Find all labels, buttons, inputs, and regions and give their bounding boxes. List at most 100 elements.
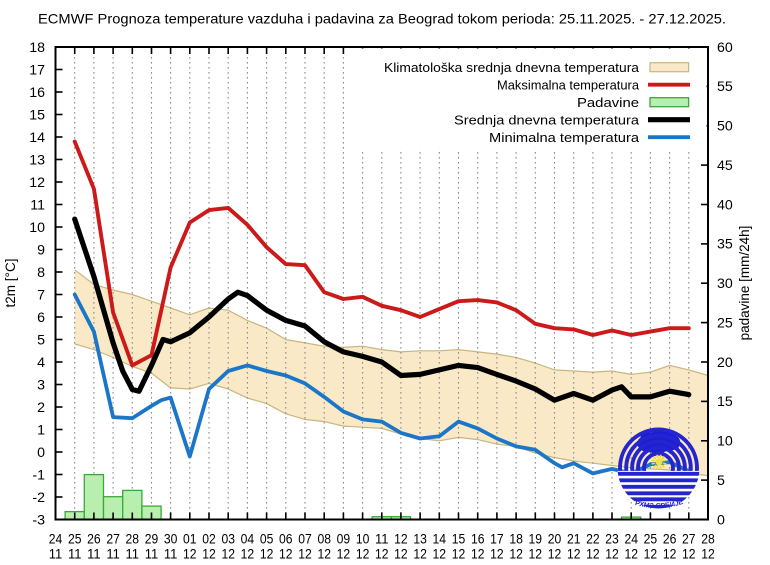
svg-text:21: 21 bbox=[567, 532, 581, 548]
svg-text:12: 12 bbox=[183, 546, 197, 562]
svg-text:06: 06 bbox=[279, 532, 293, 548]
svg-text:25: 25 bbox=[68, 532, 82, 548]
svg-text:-3: -3 bbox=[32, 512, 45, 528]
svg-text:11: 11 bbox=[87, 546, 101, 562]
svg-text:12: 12 bbox=[605, 546, 619, 562]
svg-text:6: 6 bbox=[37, 310, 45, 326]
svg-text:t2m [°C]: t2m [°C] bbox=[3, 259, 18, 308]
svg-text:12: 12 bbox=[29, 175, 45, 191]
svg-text:11: 11 bbox=[30, 197, 45, 213]
svg-text:04: 04 bbox=[241, 532, 255, 548]
svg-text:50: 50 bbox=[717, 119, 733, 135]
svg-text:23: 23 bbox=[605, 532, 619, 548]
svg-text:20: 20 bbox=[548, 532, 562, 548]
svg-text:26: 26 bbox=[87, 532, 101, 548]
svg-text:15: 15 bbox=[29, 107, 45, 123]
svg-text:12: 12 bbox=[490, 546, 504, 562]
svg-text:12: 12 bbox=[279, 546, 293, 562]
svg-text:12: 12 bbox=[337, 546, 351, 562]
svg-text:26: 26 bbox=[663, 532, 677, 548]
svg-text:17: 17 bbox=[490, 532, 504, 548]
svg-text:12: 12 bbox=[509, 546, 523, 562]
svg-text:padavine [mm/24h]: padavine [mm/24h] bbox=[737, 226, 752, 341]
svg-text:27: 27 bbox=[106, 532, 120, 548]
svg-text:12: 12 bbox=[548, 546, 562, 562]
svg-text:24: 24 bbox=[624, 532, 638, 548]
svg-text:12: 12 bbox=[452, 546, 466, 562]
svg-text:5: 5 bbox=[717, 473, 725, 489]
svg-text:3: 3 bbox=[37, 377, 45, 393]
svg-text:10: 10 bbox=[29, 220, 45, 236]
svg-text:12: 12 bbox=[529, 546, 543, 562]
svg-text:11: 11 bbox=[145, 546, 159, 562]
svg-text:15: 15 bbox=[717, 394, 733, 410]
svg-text:25: 25 bbox=[717, 315, 733, 331]
svg-text:17: 17 bbox=[29, 62, 45, 78]
svg-text:12: 12 bbox=[375, 546, 389, 562]
svg-text:13: 13 bbox=[29, 152, 45, 168]
svg-text:11: 11 bbox=[106, 546, 120, 562]
svg-text:19: 19 bbox=[529, 532, 543, 548]
svg-text:7: 7 bbox=[37, 287, 45, 303]
svg-text:22: 22 bbox=[586, 532, 600, 548]
svg-text:01: 01 bbox=[183, 532, 197, 548]
svg-text:Klimatološka srednja dnevna te: Klimatološka srednja dnevna temperatura bbox=[384, 60, 640, 75]
svg-text:18: 18 bbox=[29, 40, 45, 56]
svg-text:24: 24 bbox=[49, 532, 63, 548]
svg-text:11: 11 bbox=[49, 546, 63, 562]
svg-text:16: 16 bbox=[471, 532, 485, 548]
svg-text:45: 45 bbox=[717, 158, 733, 174]
svg-text:55: 55 bbox=[717, 79, 733, 95]
svg-text:12: 12 bbox=[433, 546, 447, 562]
svg-text:16: 16 bbox=[29, 85, 45, 101]
svg-text:13: 13 bbox=[413, 532, 427, 548]
svg-text:Srednja dnevna temperatura: Srednja dnevna temperatura bbox=[454, 112, 640, 127]
svg-text:27: 27 bbox=[682, 532, 696, 548]
svg-text:2: 2 bbox=[37, 400, 45, 416]
svg-text:30: 30 bbox=[164, 532, 178, 548]
svg-text:-2: -2 bbox=[32, 490, 45, 506]
svg-text:8: 8 bbox=[37, 265, 45, 281]
svg-text:10: 10 bbox=[717, 434, 733, 450]
svg-text:12: 12 bbox=[317, 546, 331, 562]
svg-text:11: 11 bbox=[164, 546, 178, 562]
svg-text:Minimalna temperatura: Minimalna temperatura bbox=[489, 130, 640, 145]
svg-text:12: 12 bbox=[241, 546, 255, 562]
svg-text:10: 10 bbox=[356, 532, 370, 548]
svg-text:05: 05 bbox=[260, 532, 274, 548]
svg-text:12: 12 bbox=[413, 546, 427, 562]
svg-text:4: 4 bbox=[37, 355, 45, 371]
svg-text:12: 12 bbox=[644, 546, 658, 562]
svg-text:03: 03 bbox=[221, 532, 235, 548]
svg-text:5: 5 bbox=[37, 332, 45, 348]
svg-text:02: 02 bbox=[202, 532, 216, 548]
svg-text:11: 11 bbox=[126, 546, 140, 562]
svg-text:09: 09 bbox=[337, 532, 351, 548]
svg-text:18: 18 bbox=[509, 532, 523, 548]
svg-text:14: 14 bbox=[29, 130, 45, 146]
svg-text:12: 12 bbox=[260, 546, 274, 562]
svg-text:28: 28 bbox=[701, 532, 715, 548]
svg-text:14: 14 bbox=[433, 532, 447, 548]
svg-text:12: 12 bbox=[624, 546, 638, 562]
svg-text:12: 12 bbox=[356, 546, 370, 562]
svg-text:Padavine: Padavine bbox=[577, 95, 639, 110]
svg-text:Maksimalna temperatura: Maksimalna temperatura bbox=[497, 77, 640, 92]
svg-text:15: 15 bbox=[452, 532, 466, 548]
svg-text:30: 30 bbox=[717, 276, 733, 292]
svg-text:60: 60 bbox=[717, 40, 733, 56]
svg-text:1: 1 bbox=[37, 422, 45, 438]
svg-text:12: 12 bbox=[663, 546, 677, 562]
svg-text:12: 12 bbox=[586, 546, 600, 562]
svg-text:07: 07 bbox=[298, 532, 312, 548]
svg-text:11: 11 bbox=[68, 546, 82, 562]
svg-text:-1: -1 bbox=[32, 467, 45, 483]
svg-text:12: 12 bbox=[682, 546, 696, 562]
svg-text:0: 0 bbox=[37, 445, 45, 461]
svg-text:29: 29 bbox=[145, 532, 159, 548]
svg-text:25: 25 bbox=[644, 532, 658, 548]
svg-text:0: 0 bbox=[717, 512, 725, 528]
svg-text:9: 9 bbox=[37, 242, 45, 258]
svg-text:35: 35 bbox=[717, 237, 733, 253]
svg-text:РХМЗ СРБИЈЕ: РХМЗ СРБИЈЕ bbox=[634, 499, 684, 510]
